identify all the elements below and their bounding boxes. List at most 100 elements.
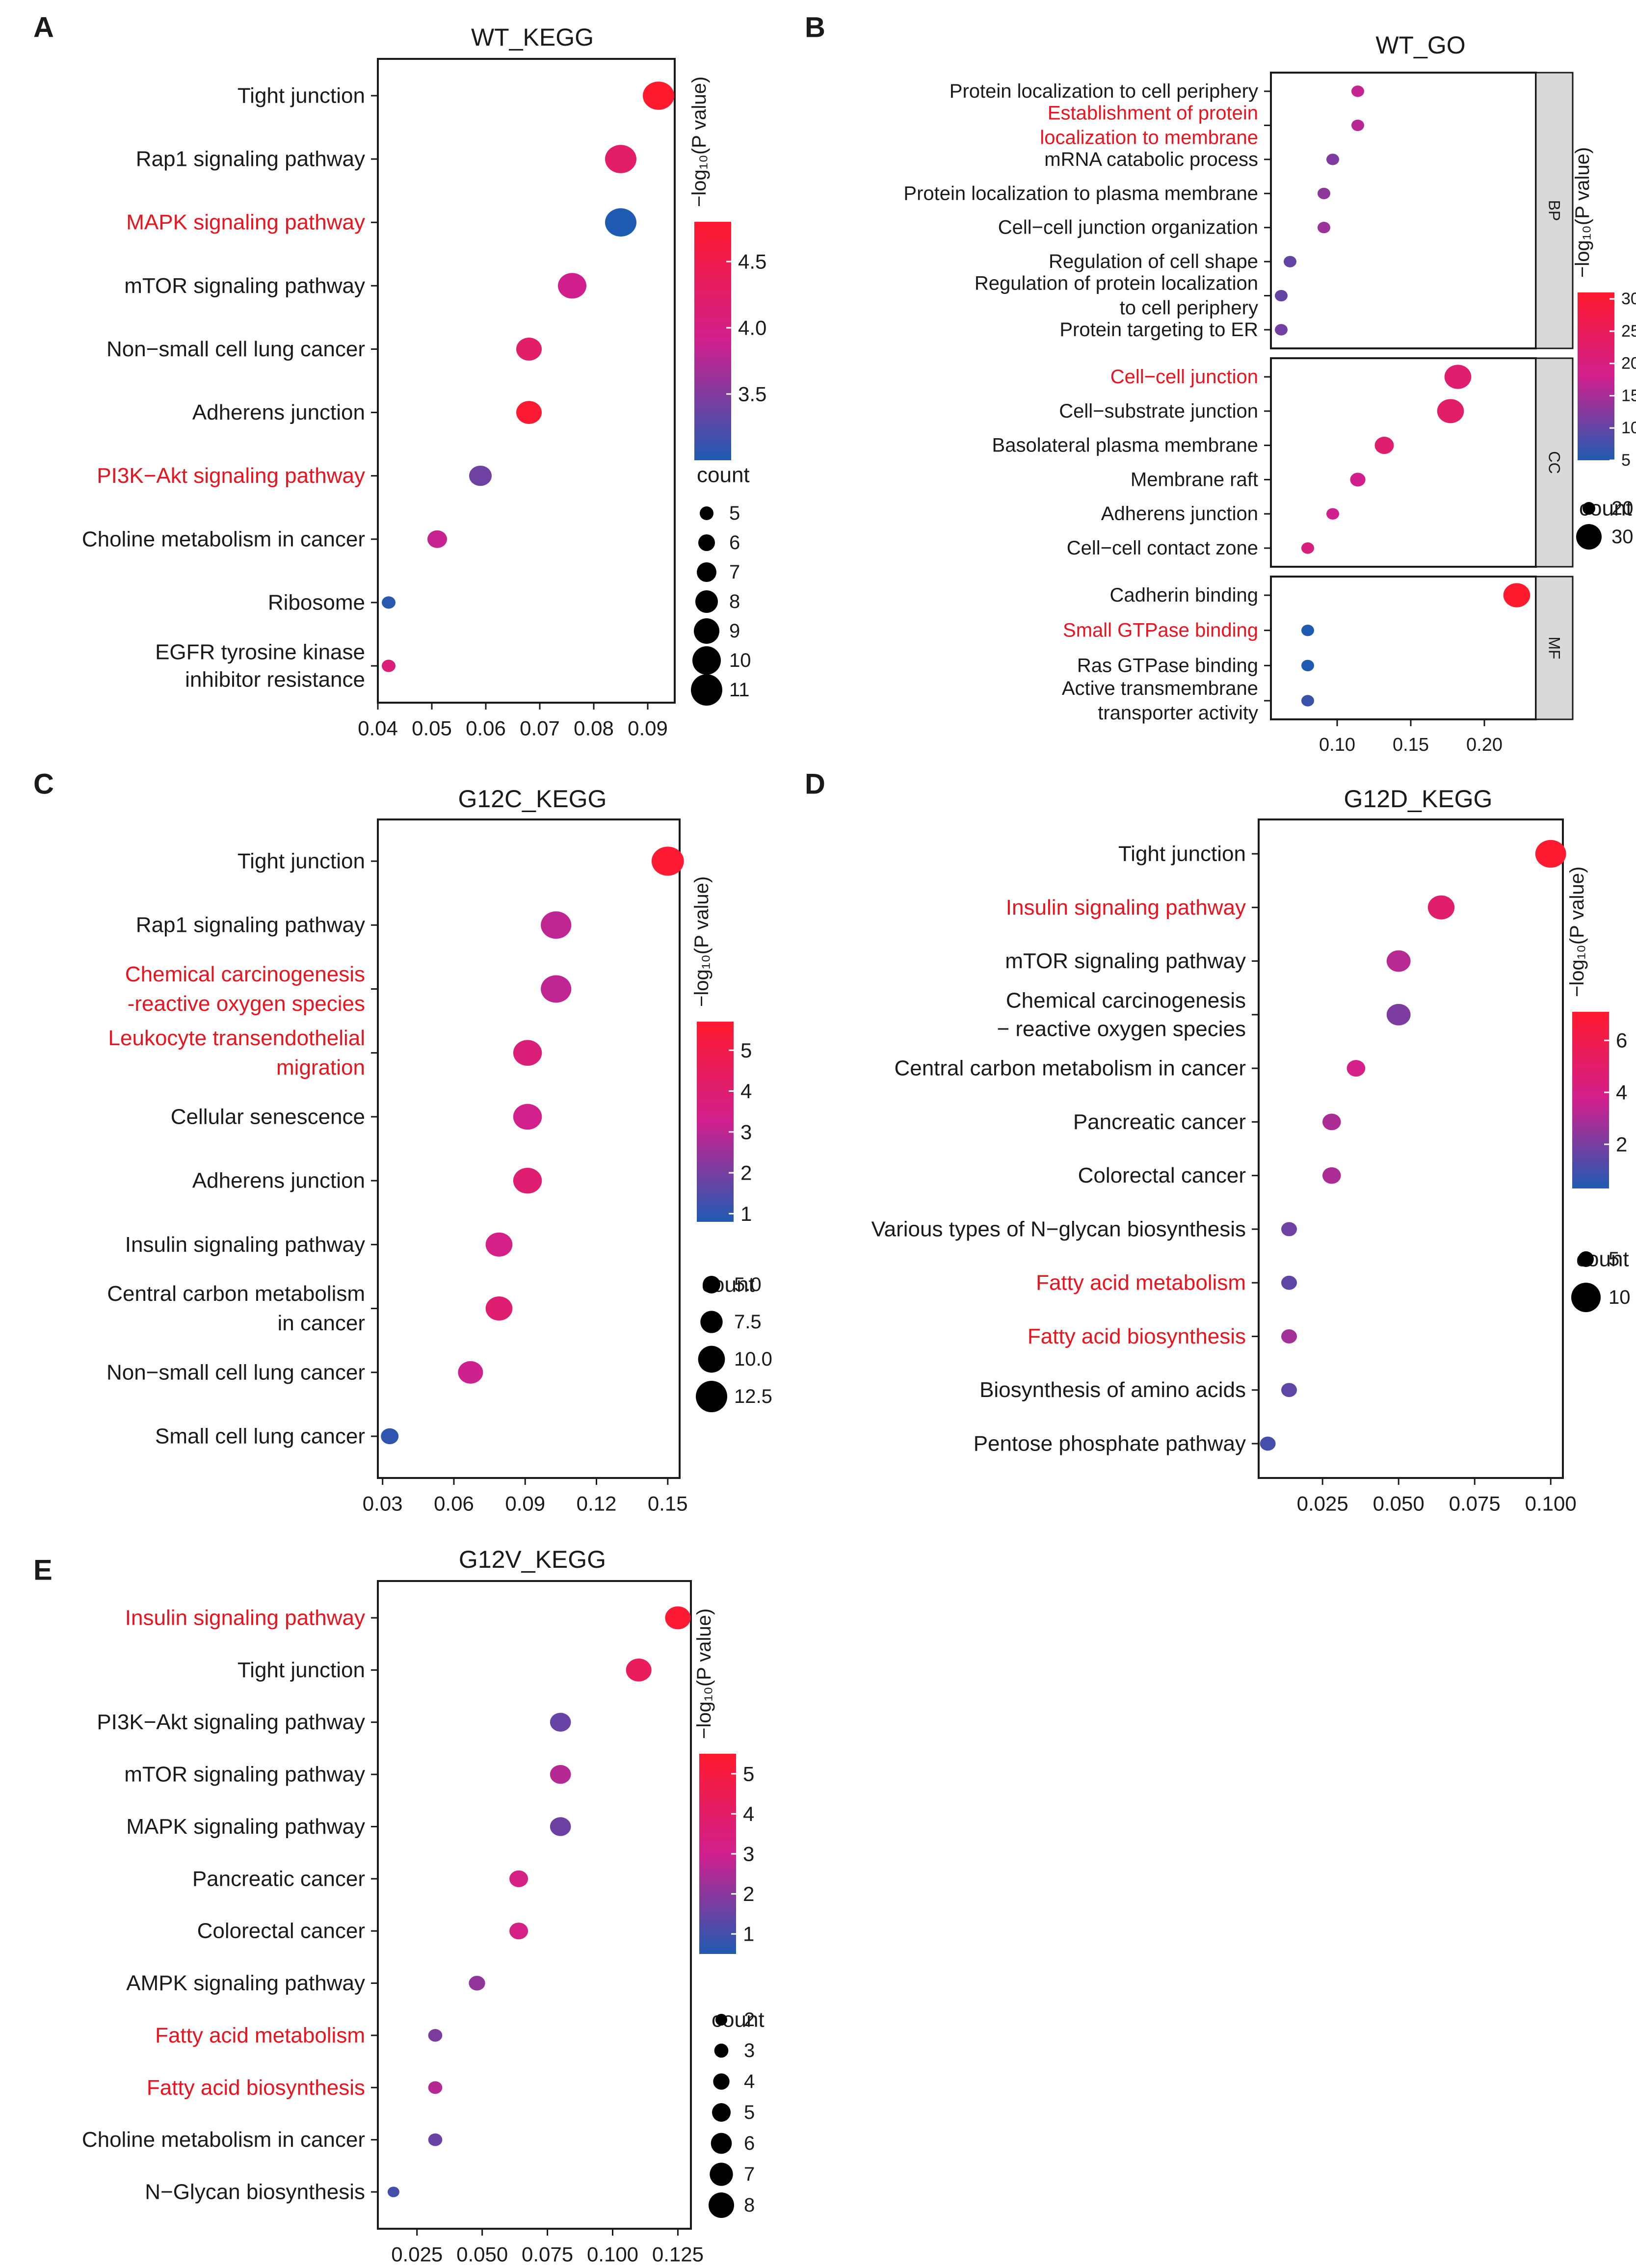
plot-frame	[377, 818, 681, 1479]
x-tick-label: 0.075	[1449, 1492, 1501, 1515]
size-legend-label: 30	[1611, 526, 1634, 548]
term-label-line: Basolateral plasma membrane	[992, 435, 1258, 456]
term-label-line: inhibitor resistance	[185, 668, 365, 692]
data-point	[1281, 1383, 1297, 1398]
data-point	[541, 911, 572, 939]
x-tick-label: 0.025	[1297, 1492, 1348, 1515]
x-tick-label: 0.100	[1525, 1492, 1577, 1515]
term-label-line: PI3K−Akt signaling pathway	[97, 464, 365, 488]
term-label-line: Small GTPase binding	[1063, 620, 1258, 641]
term-label-line: EGFR tyrosine kinase	[155, 640, 365, 664]
data-point	[513, 1167, 542, 1194]
size-legend-label: 8	[744, 2194, 755, 2216]
term-label: Pancreatic cancer	[1073, 1110, 1246, 1134]
colorbar-tick-label: 4.0	[738, 316, 766, 340]
term-label-line: Various types of N−glycan biosynthesis	[871, 1217, 1246, 1241]
data-point	[485, 1232, 513, 1257]
term-label: Fatty acid metabolism	[155, 2023, 365, 2047]
term-label-line: Fatty acid biosynthesis	[1028, 1324, 1246, 1348]
data-point	[381, 1428, 399, 1445]
term-label-line: PI3K−Akt signaling pathway	[97, 1710, 365, 1734]
term-label: Ras GTPase binding	[1077, 655, 1258, 676]
size-legend-dot	[709, 2192, 734, 2218]
size-legend-label: 4	[744, 2071, 755, 2092]
size-legend-dot	[1571, 1283, 1601, 1312]
size-legend-dot	[1576, 524, 1602, 550]
term-label-line: Leukocyte transendothelial	[108, 1026, 365, 1050]
term-label-line: Regulation of cell shape	[1049, 251, 1258, 272]
term-label-line: Colorectal cancer	[1078, 1163, 1246, 1187]
term-label-line: migration	[276, 1055, 365, 1080]
colorbar-tick-label: 4	[743, 1802, 754, 1825]
colorbar-tick-label: 4.5	[738, 250, 766, 273]
data-point	[1301, 542, 1314, 554]
colorbar-tick-label: 2	[740, 1161, 752, 1185]
size-legend-label: 3	[744, 2040, 755, 2061]
x-tick-label: 0.04	[358, 717, 398, 740]
term-label-line: Central carbon metabolism in cancer	[894, 1056, 1246, 1081]
size-legend-dot	[711, 2133, 732, 2154]
chart-title: WT_GO	[1375, 31, 1465, 59]
term-label-line: Tight junction	[1118, 842, 1246, 866]
colorbar-title: −log₁₀(P value)	[1566, 867, 1588, 997]
term-label: mTOR signaling pathway	[124, 1763, 365, 1787]
data-point	[1503, 583, 1530, 607]
colorbar-tick-label: 1	[740, 1202, 752, 1225]
colorbar-tick-label: 5	[1621, 451, 1631, 470]
term-label-line: Adherens junction	[192, 1169, 365, 1193]
colorbar	[699, 1754, 736, 1954]
term-label: Tight junction	[237, 1658, 365, 1682]
data-point	[605, 208, 636, 237]
term-label-line: Tight junction	[237, 84, 365, 108]
term-label: Rap1 signaling pathway	[136, 913, 365, 937]
term-label: Protein localization to plasma membrane	[903, 183, 1258, 204]
term-label-line: Cell−cell junction	[1110, 366, 1258, 388]
term-label-line: Central carbon metabolism	[107, 1282, 365, 1306]
data-point	[469, 1976, 485, 1991]
colorbar-tick-label: 20	[1621, 354, 1636, 373]
term-label: Non−small cell lung cancer	[106, 337, 365, 361]
term-label: Cell−cell junction organization	[998, 217, 1258, 238]
x-tick-label: 0.12	[577, 1492, 617, 1515]
data-point	[1437, 399, 1464, 423]
colorbar	[1578, 292, 1614, 460]
colorbar-tick-label: 5	[743, 1762, 754, 1785]
size-legend-dot	[692, 646, 721, 675]
term-label-line: Non−small cell lung cancer	[106, 337, 365, 361]
x-tick-label: 0.06	[466, 717, 506, 740]
size-legend-dot	[715, 2014, 727, 2026]
panel-letter: E	[33, 1555, 53, 1586]
term-label-line: Adherens junction	[192, 400, 365, 424]
term-label: EGFR tyrosine kinase inhibitor resistance	[155, 640, 365, 692]
term-label-line: AMPK signaling pathway	[126, 1971, 365, 1995]
term-label-line: Fatty acid metabolism	[155, 2023, 365, 2047]
term-label-line: Non−small cell lung cancer	[106, 1360, 365, 1384]
term-label: Pancreatic cancer	[192, 1867, 365, 1891]
data-point	[550, 1765, 571, 1784]
term-label: Adherens junction	[1101, 503, 1258, 525]
x-tick-label: 0.06	[434, 1492, 474, 1515]
x-tick-label: 0.10	[1319, 735, 1355, 755]
term-label: Choline metabolism in cancer	[82, 2128, 365, 2152]
size-legend-dot	[697, 562, 716, 582]
term-label: PI3K−Akt signaling pathway	[97, 1710, 365, 1734]
size-legend-label: 6	[744, 2133, 755, 2154]
term-label-line: Small cell lung cancer	[155, 1424, 365, 1449]
data-point	[516, 338, 542, 361]
data-point	[387, 2187, 399, 2197]
term-label-line: Protein localization to cell periphery	[950, 80, 1258, 102]
colorbar-tick-label: 3	[743, 1843, 754, 1866]
data-point	[605, 145, 636, 173]
term-label: Fatty acid biosynthesis	[147, 2076, 365, 2100]
x-tick-label: 0.050	[456, 2243, 508, 2266]
term-label: Small GTPase binding	[1063, 620, 1258, 641]
colorbar-tick-label: 25	[1621, 322, 1636, 341]
term-label-line: Rap1 signaling pathway	[136, 913, 365, 937]
data-point	[651, 846, 684, 876]
plot-frame	[1270, 357, 1537, 568]
term-label: Protein localization to cell periphery	[950, 80, 1258, 102]
x-tick-label: 0.03	[363, 1492, 403, 1515]
size-legend-dot	[703, 1276, 720, 1293]
size-legend-dot	[712, 2103, 731, 2122]
